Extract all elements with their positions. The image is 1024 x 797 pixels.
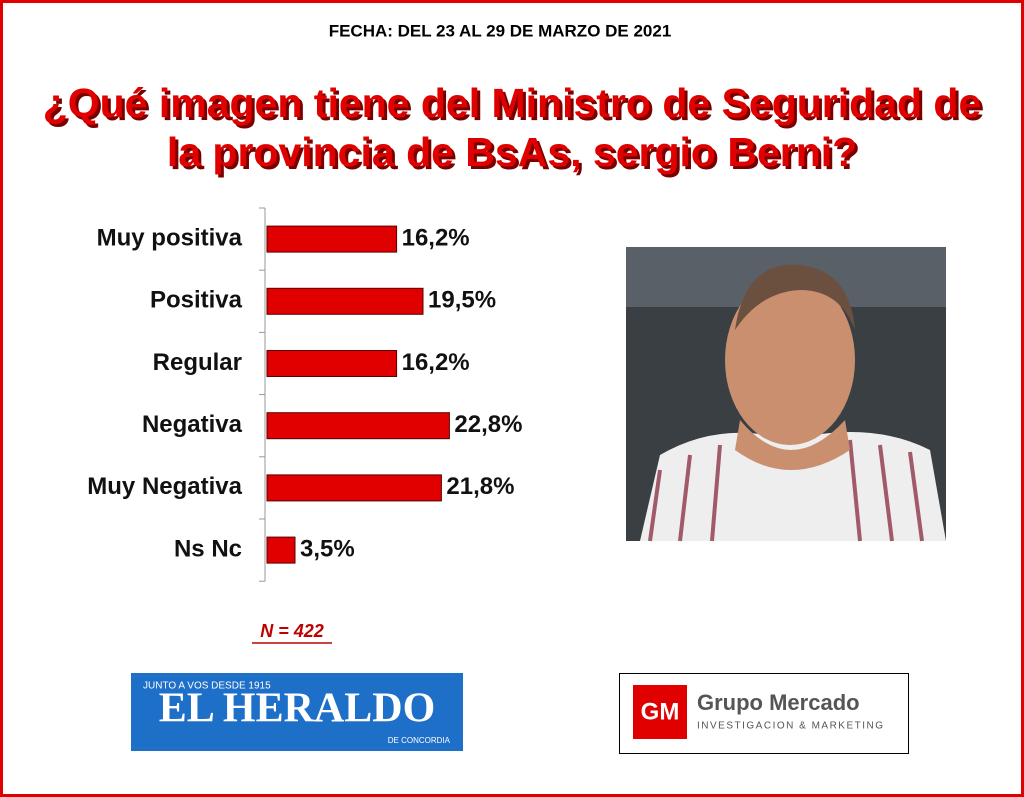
value-label: 22,8% — [454, 411, 522, 438]
bar — [266, 287, 424, 315]
value-label: 16,2% — [402, 349, 470, 376]
category-label: Negativa — [142, 411, 243, 438]
logo-tagline: JUNTO A VOS DESDE 1915 — [143, 681, 271, 692]
title-line: ¿Qué imagen tiene del Ministro de Seguri… — [43, 80, 982, 126]
logo-tagline: INVESTIGACION & MARKETING — [697, 721, 885, 732]
mercado-logo: GM Grupo Mercado INVESTIGACION & MARKETI… — [619, 673, 909, 754]
date: FECHA: DEL 23 AL 29 DE MARZO DE 2021 — [329, 21, 672, 40]
value-label: 19,5% — [428, 287, 496, 314]
value-label: 3,5% — [300, 535, 355, 562]
heraldo-logo: JUNTO A VOS DESDE 1915 EL HERALDO DE CON… — [131, 673, 463, 751]
title-line: la provincia de BsAs, sergio Berni? — [167, 129, 857, 175]
bar — [266, 350, 398, 377]
category-label: Muy Negativa — [87, 473, 242, 500]
plot: Muy positiva 16,2% Positiva 19,5% Regular 16,… — [87, 207, 522, 582]
category-label: Ns Nc — [174, 535, 242, 562]
category-label: Regular — [153, 349, 242, 376]
logo-city: DE CONCORDIA — [388, 736, 451, 745]
bar — [266, 474, 442, 502]
bar — [266, 225, 398, 253]
photo — [626, 247, 946, 542]
sample-size: N = 422 — [260, 621, 324, 641]
value-label: 21,8% — [446, 473, 514, 500]
bar — [266, 536, 296, 564]
category-label: Muy positiva — [97, 224, 243, 251]
category-label: Positiva — [150, 287, 243, 314]
logo-mark: GM — [641, 698, 680, 725]
value-label: 16,2% — [402, 224, 470, 251]
title-shadow: ¿Qué imagen tiene del Ministro de Seguri… — [46, 83, 985, 129]
title: ¿Qué imagen tiene del Ministro de Seguri… — [43, 80, 985, 178]
bar — [266, 412, 450, 440]
title-shadow: la provincia de BsAs, sergio Berni? — [170, 132, 860, 178]
logo-name: Grupo Mercado — [697, 690, 860, 715]
logo-name: EL HERALDO — [159, 686, 436, 732]
